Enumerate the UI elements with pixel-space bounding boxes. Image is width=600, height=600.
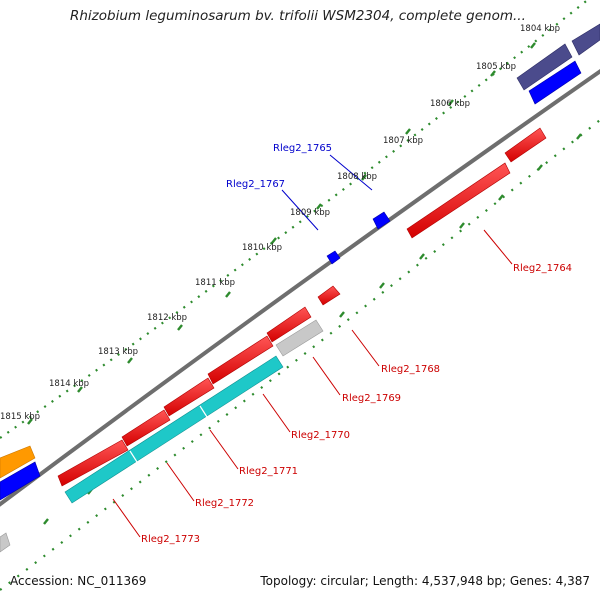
gene-blue-edge[interactable] [0, 461, 41, 501]
gene-labels[interactable]: Rleg2_1765 Rleg2_1767 Rleg2_1764 Rleg2_1… [141, 143, 572, 545]
accession-text: Accession: NC_011369 [10, 574, 147, 588]
gene-rleg2-1772[interactable] [121, 409, 171, 447]
forward-genes[interactable] [57, 127, 547, 487]
tick-label: 1810 kbp [242, 243, 282, 253]
gene-rleg2-1764b[interactable] [504, 127, 547, 163]
tick-labels: 1804 kbp 1805 kbp 1806 kbp 1807 kbp 1808… [0, 24, 560, 422]
tick-label: 1807 kbp [383, 136, 423, 146]
callout-lines [112, 154, 513, 538]
tick-label: 1815 kbp [0, 412, 40, 422]
gene-label-rleg2-1769[interactable]: Rleg2_1769 [342, 393, 401, 404]
gene-rleg2-1765[interactable] [372, 211, 391, 230]
gene-label-rleg2-1770[interactable]: Rleg2_1770 [291, 430, 350, 441]
gene-navy-top-a[interactable] [516, 43, 573, 91]
gene-label-rleg2-1767[interactable]: Rleg2_1767 [226, 179, 285, 190]
gene-navy-top-b[interactable] [571, 23, 600, 56]
gene-cyan-long[interactable] [64, 355, 284, 504]
tick-label: 1805 kbp [476, 62, 516, 72]
gene-label-rleg2-1773[interactable]: Rleg2_1773 [141, 534, 200, 545]
gene-label-rleg2-1768[interactable]: Rleg2_1768 [381, 364, 440, 375]
inner-tick-ring [0, 119, 600, 591]
gene-rleg2-1773[interactable] [57, 439, 129, 487]
tick-label: 1808 kbp [337, 172, 377, 182]
outer-tick-ring [0, 0, 590, 439]
tick-label: 1804 kbp [520, 24, 560, 34]
gene-label-rleg2-1772[interactable]: Rleg2_1772 [195, 498, 254, 509]
gene-label-rleg2-1764[interactable]: Rleg2_1764 [513, 263, 572, 274]
tick-label: 1806 kbp [430, 99, 470, 109]
gene-label-rleg2-1765[interactable]: Rleg2_1765 [273, 143, 332, 154]
tick-label: 1814 kbp [49, 379, 89, 389]
genome-summary-text: Topology: circular; Length: 4,537,948 bp… [260, 574, 590, 588]
inner-strand-genes[interactable] [0, 319, 324, 553]
gene-rleg2-1764[interactable] [406, 162, 511, 239]
gene-rleg2-1770[interactable] [207, 335, 274, 385]
gene-rleg2-1767[interactable] [326, 250, 341, 265]
gene-gray-1769[interactable] [275, 319, 324, 357]
reverse-genes[interactable] [0, 23, 600, 501]
tick-label: 1812 kbp [147, 313, 187, 323]
gene-rleg2-1769[interactable] [266, 306, 312, 343]
gene-orange-edge[interactable] [0, 445, 36, 479]
map-title: Rhizobium leguminosarum bv. trifolii WSM… [70, 8, 526, 24]
tick-label: 1813 kbp [98, 347, 138, 357]
gene-label-rleg2-1771[interactable]: Rleg2_1771 [239, 466, 298, 477]
tick-label: 1809 kbp [290, 208, 330, 218]
gene-rleg2-1768[interactable] [317, 285, 341, 306]
gene-blue-top[interactable] [528, 60, 582, 105]
gene-rleg2-1771[interactable] [163, 377, 215, 417]
genome-backbone [0, 69, 600, 507]
tick-label: 1811 kbp [195, 278, 235, 288]
outer-major-ticks [27, 42, 536, 425]
gene-gray-edge[interactable] [0, 532, 11, 553]
